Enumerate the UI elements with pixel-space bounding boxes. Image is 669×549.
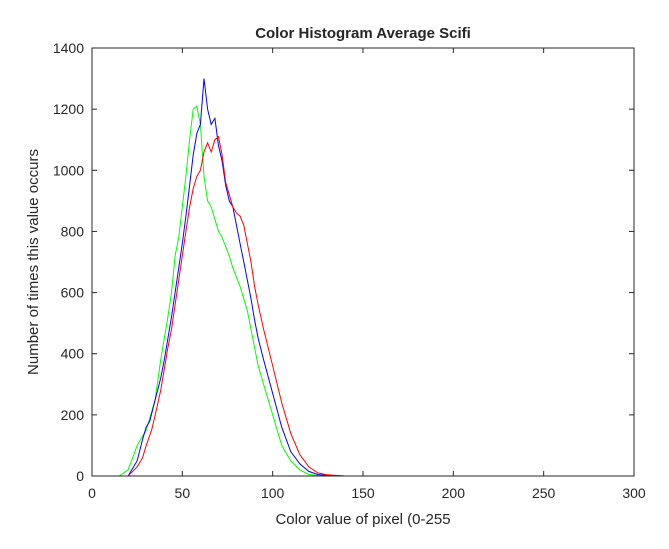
series-line-0	[92, 105, 544, 477]
x-tick-label: 250	[532, 485, 556, 501]
x-axis-ticks: 0 50 100 150 200 250 300	[88, 48, 646, 501]
y-tick-label: 1400	[53, 40, 84, 56]
series-line-2	[92, 135, 544, 477]
y-tick-label: 1200	[53, 101, 84, 117]
y-tick-label: 600	[61, 285, 85, 301]
plot-area	[92, 48, 634, 476]
x-axis-label: Color value of pixel (0-255	[275, 511, 450, 528]
x-tick-label: 150	[351, 485, 375, 501]
x-tick-label: 200	[442, 485, 466, 501]
x-tick-label: 100	[261, 485, 285, 501]
y-axis-ticks: 0 200 400 600 800 1000 1200 1400	[53, 40, 634, 484]
x-tick-label: 50	[175, 485, 191, 501]
series-lines	[92, 78, 544, 477]
x-tick-label: 300	[622, 485, 646, 501]
y-tick-label: 0	[76, 468, 84, 484]
series-line-1	[92, 78, 544, 477]
y-tick-label: 800	[61, 223, 85, 239]
y-tick-label: 1000	[53, 162, 84, 178]
y-axis-label: Number of times this value occurs	[25, 149, 42, 375]
chart-title: Color Histogram Average Scifi	[255, 25, 471, 42]
y-tick-label: 200	[61, 407, 85, 423]
x-tick-label: 0	[88, 485, 96, 501]
y-tick-label: 400	[61, 346, 85, 362]
